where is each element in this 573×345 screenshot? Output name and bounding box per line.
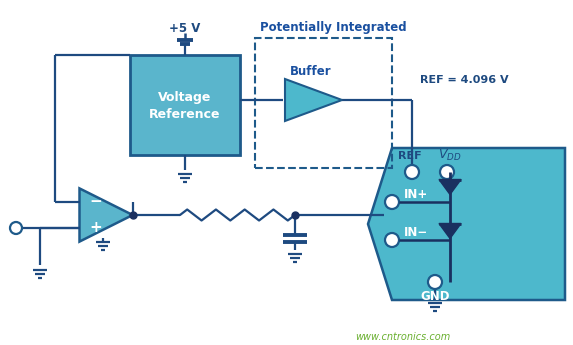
Text: +5 V: +5 V xyxy=(169,21,201,34)
Text: IN−: IN− xyxy=(404,226,428,238)
Bar xyxy=(130,55,240,155)
Circle shape xyxy=(385,195,399,209)
Circle shape xyxy=(428,275,442,289)
Text: GND: GND xyxy=(420,290,450,304)
Polygon shape xyxy=(439,179,461,195)
Circle shape xyxy=(440,165,454,179)
Text: $V_{DD}$: $V_{DD}$ xyxy=(438,147,462,162)
Circle shape xyxy=(385,233,399,247)
Text: REF = 4.096 V: REF = 4.096 V xyxy=(420,75,509,85)
Text: Buffer: Buffer xyxy=(290,65,332,78)
Polygon shape xyxy=(285,79,342,121)
Text: www.cntronics.com: www.cntronics.com xyxy=(355,332,450,342)
Text: IN+: IN+ xyxy=(404,187,428,200)
Text: Voltage: Voltage xyxy=(158,90,211,104)
Text: −: − xyxy=(89,195,102,209)
Polygon shape xyxy=(368,148,565,300)
Bar xyxy=(255,38,392,168)
Text: Reference: Reference xyxy=(149,108,221,120)
Text: REF: REF xyxy=(398,151,422,161)
Polygon shape xyxy=(439,224,461,238)
Polygon shape xyxy=(80,188,133,241)
Circle shape xyxy=(10,222,22,234)
Circle shape xyxy=(405,165,419,179)
Text: +: + xyxy=(89,220,102,236)
Text: Potentially Integrated: Potentially Integrated xyxy=(260,21,407,34)
